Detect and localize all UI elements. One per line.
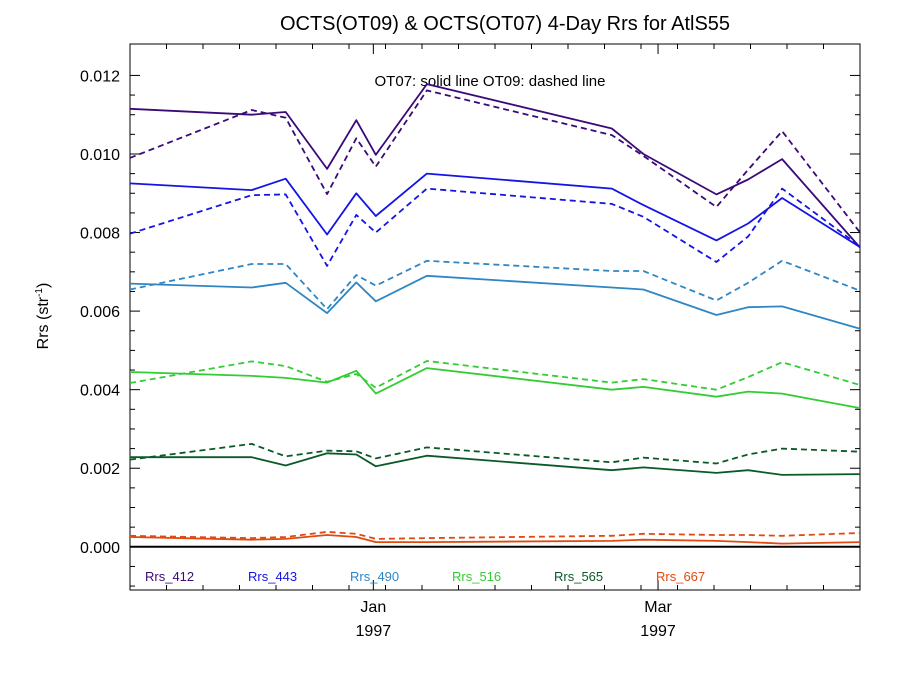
series-line-rrs-667-solid — [129, 534, 861, 545]
series-line-rrs-490-dashed — [129, 259, 861, 311]
y-tick-label: 0.012 — [80, 68, 120, 85]
y-tick-label: 0.010 — [80, 147, 120, 164]
series-line-rrs-565-solid — [130, 452, 861, 476]
y-axis-label: Rrs (str-1) — [34, 283, 52, 350]
x-tick-label-year: 1997 — [640, 623, 676, 640]
series-line-rrs-667-dashed — [129, 531, 861, 540]
series-line-rrs-516-dashed — [129, 360, 861, 391]
legend-entry-rrs-412: Rrs_412 — [145, 569, 194, 584]
series-line-rrs-516-solid — [129, 367, 861, 409]
series-line-rrs-490-solid — [129, 274, 861, 330]
x-tick-label-month: Jan — [360, 599, 386, 616]
legend-entry-rrs-516: Rrs_516 — [452, 569, 501, 584]
series-line-rrs-412-dashed — [129, 89, 861, 234]
y-tick-label: 0.006 — [80, 304, 120, 321]
x-tick-label-month: Mar — [644, 599, 672, 616]
plot-area: 0.000 0.002 0.004 0.006 0.008 0.010 0.012 Jan 19… — [80, 43, 861, 640]
x-tick-label-year: 1997 — [356, 623, 392, 640]
y-tick-label: 0.008 — [80, 226, 120, 243]
series-line-rrs-443-dashed — [129, 187, 861, 267]
y-axis-label-main: Rrs (str — [35, 296, 52, 349]
y-tick-label: 0.002 — [80, 461, 120, 478]
y-axis-label-superscript: -1 — [34, 288, 45, 297]
y-tick-label: 0.000 — [80, 540, 120, 557]
series-line-rrs-412-solid — [129, 83, 861, 249]
legend-entry-rrs-565: Rrs_565 — [554, 569, 603, 584]
series-line-rrs-565-dashed — [129, 442, 861, 465]
legend-entry-rrs-490: Rrs_490 — [350, 569, 399, 584]
legend-entry-rrs-443: Rrs_443 — [248, 569, 297, 584]
y-axis-label-close: ) — [35, 283, 52, 288]
y-tick-label: 0.004 — [80, 383, 120, 400]
plot-frame — [129, 43, 861, 591]
legend-entry-rrs-667: Rrs_667 — [656, 569, 705, 584]
series-line-rrs-443-solid — [129, 172, 861, 248]
line-style-annotation: OT07: solid line OT09: dashed line — [375, 73, 606, 90]
chart-title: OCTS(OT09) & OCTS(OT07) 4-Day Rrs for At… — [280, 13, 730, 35]
